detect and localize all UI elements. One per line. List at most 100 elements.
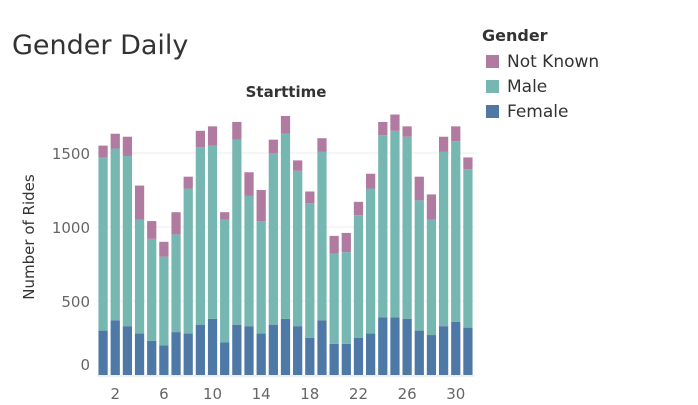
bar-not-known[interactable] bbox=[110, 133, 120, 149]
bar-not-known[interactable] bbox=[341, 232, 351, 253]
bar-male[interactable] bbox=[147, 238, 157, 341]
bar-not-known[interactable] bbox=[414, 176, 424, 201]
bar-female[interactable] bbox=[329, 343, 339, 375]
x-tick-label: 10 bbox=[203, 385, 222, 403]
bar-male[interactable] bbox=[438, 151, 449, 327]
bar-male[interactable] bbox=[244, 195, 254, 327]
bar-male[interactable] bbox=[195, 147, 205, 325]
bar-female[interactable] bbox=[98, 330, 108, 375]
bar-not-known[interactable] bbox=[305, 191, 315, 204]
bar-female[interactable] bbox=[232, 324, 242, 375]
bar-male[interactable] bbox=[232, 139, 242, 325]
bar-female[interactable] bbox=[426, 335, 437, 375]
bar-male[interactable] bbox=[390, 130, 400, 318]
bar-male[interactable] bbox=[451, 141, 461, 322]
bar-male[interactable] bbox=[159, 256, 169, 346]
bar-male[interactable] bbox=[110, 148, 120, 321]
legend-item-not-known[interactable]: Not Known bbox=[482, 49, 599, 74]
bar-male[interactable] bbox=[98, 157, 108, 331]
bar-not-known[interactable] bbox=[244, 172, 254, 196]
bar-female[interactable] bbox=[438, 326, 449, 375]
bar-not-known[interactable] bbox=[195, 130, 205, 148]
bar-male[interactable] bbox=[366, 188, 376, 334]
bar-female[interactable] bbox=[195, 324, 205, 375]
bar-male[interactable] bbox=[426, 219, 437, 336]
bar-male[interactable] bbox=[134, 219, 145, 334]
bar-female[interactable] bbox=[390, 317, 400, 375]
bar-male[interactable] bbox=[305, 203, 315, 338]
x-tick-label: 6 bbox=[159, 385, 169, 403]
bar-male[interactable] bbox=[280, 133, 291, 319]
bar-female[interactable] bbox=[171, 332, 181, 375]
bar-male[interactable] bbox=[317, 151, 327, 321]
bar-not-known[interactable] bbox=[280, 116, 291, 134]
bar-male[interactable] bbox=[329, 253, 339, 344]
bar-female[interactable] bbox=[147, 340, 157, 375]
bar-female[interactable] bbox=[341, 343, 351, 375]
bar-female[interactable] bbox=[463, 327, 473, 375]
bar-female[interactable] bbox=[280, 318, 291, 375]
bar-female[interactable] bbox=[268, 324, 278, 375]
bar-not-known[interactable] bbox=[232, 121, 242, 140]
bar-not-known[interactable] bbox=[98, 145, 108, 158]
bar-not-known[interactable] bbox=[171, 212, 181, 235]
bar-female[interactable] bbox=[110, 320, 120, 375]
bar-not-known[interactable] bbox=[451, 126, 461, 142]
bar-not-known[interactable] bbox=[463, 157, 473, 170]
bar-not-known[interactable] bbox=[134, 185, 145, 220]
bar-male[interactable] bbox=[402, 136, 412, 319]
bar-male[interactable] bbox=[353, 215, 364, 338]
bar-not-known[interactable] bbox=[220, 212, 230, 220]
bar-not-known[interactable] bbox=[293, 160, 303, 171]
bar-male[interactable] bbox=[171, 234, 181, 333]
y-axis-label: Number of Rides bbox=[20, 174, 38, 300]
bar-female[interactable] bbox=[402, 318, 412, 375]
bar-male[interactable] bbox=[122, 155, 133, 327]
bar-not-known[interactable] bbox=[329, 235, 339, 254]
bar-male[interactable] bbox=[220, 219, 230, 343]
bar-female[interactable] bbox=[256, 333, 266, 375]
bar-female[interactable] bbox=[207, 318, 218, 375]
bar-female[interactable] bbox=[317, 320, 327, 375]
bar-female[interactable] bbox=[220, 342, 230, 375]
bar-female[interactable] bbox=[353, 338, 364, 375]
bar-not-known[interactable] bbox=[183, 176, 193, 189]
bar-not-known[interactable] bbox=[317, 138, 327, 152]
bar-male[interactable] bbox=[414, 200, 424, 331]
bar-male[interactable] bbox=[378, 135, 388, 318]
legend-item-female[interactable]: Female bbox=[482, 99, 599, 124]
bar-female[interactable] bbox=[414, 330, 424, 375]
bar-male[interactable] bbox=[463, 169, 473, 328]
bar-male[interactable] bbox=[268, 153, 278, 325]
bar-not-known[interactable] bbox=[378, 121, 388, 136]
bar-male[interactable] bbox=[293, 170, 303, 327]
bar-not-known[interactable] bbox=[159, 241, 169, 257]
bar-not-known[interactable] bbox=[390, 114, 400, 131]
bar-female[interactable] bbox=[366, 333, 376, 375]
bar-female[interactable] bbox=[378, 317, 388, 375]
bar-not-known[interactable] bbox=[147, 221, 157, 239]
bar-female[interactable] bbox=[293, 326, 303, 375]
bar-not-known[interactable] bbox=[207, 126, 218, 146]
bar-not-known[interactable] bbox=[353, 201, 364, 216]
bar-male[interactable] bbox=[207, 145, 218, 319]
bar-female[interactable] bbox=[451, 321, 461, 375]
legend-item-male[interactable]: Male bbox=[482, 74, 599, 99]
x-tick-label: 22 bbox=[349, 385, 368, 403]
bar-female[interactable] bbox=[183, 333, 193, 375]
bar-not-known[interactable] bbox=[122, 136, 133, 156]
bar-not-known[interactable] bbox=[268, 139, 278, 153]
bar-not-known[interactable] bbox=[402, 126, 412, 137]
bar-male[interactable] bbox=[256, 221, 266, 334]
bar-not-known[interactable] bbox=[256, 190, 266, 222]
bar-female[interactable] bbox=[244, 326, 254, 375]
bar-not-known[interactable] bbox=[426, 194, 437, 220]
bar-not-known[interactable] bbox=[366, 173, 376, 189]
bar-female[interactable] bbox=[159, 345, 169, 375]
bar-female[interactable] bbox=[134, 333, 145, 375]
bar-female[interactable] bbox=[305, 338, 315, 375]
bar-male[interactable] bbox=[341, 252, 351, 344]
bar-female[interactable] bbox=[122, 326, 133, 375]
bar-not-known[interactable] bbox=[438, 136, 449, 152]
bar-male[interactable] bbox=[183, 188, 193, 334]
